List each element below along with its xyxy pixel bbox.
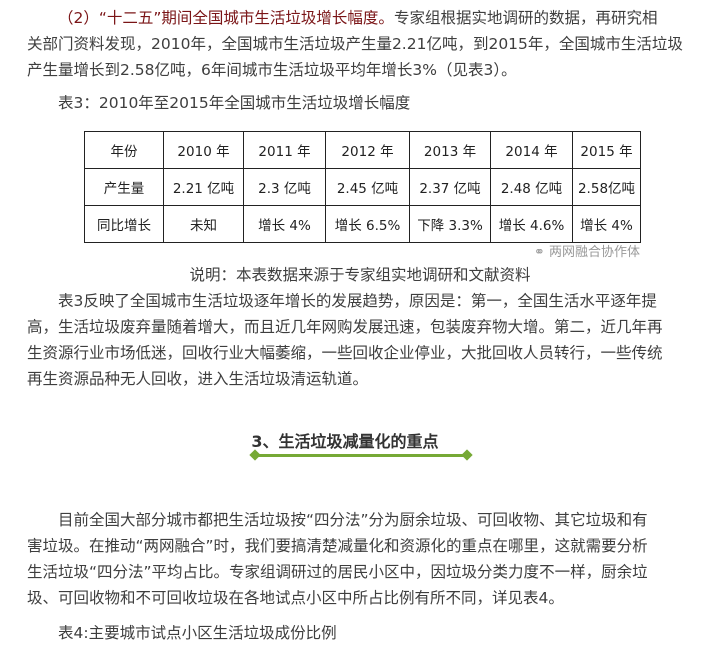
- paragraph-1: （2）“十二五”期间全国城市生活垃圾增长幅度。专家组根据实地调研的数据，再研究相…: [27, 5, 717, 83]
- table-cell: 2.48 亿吨: [490, 168, 573, 206]
- underline-dot-right: [461, 449, 473, 461]
- table-cell: 同比增长: [84, 205, 164, 243]
- table3-wrapper: 年份 2010 年 2011 年 2012 年 2013 年 2014 年 2015 年 产…: [84, 131, 720, 243]
- table-cell: 增长 4%: [572, 205, 641, 243]
- table-cell: 2.21 亿吨: [163, 168, 244, 206]
- table-cell: 2010 年: [163, 131, 244, 169]
- table-row: 年份 2010 年 2011 年 2012 年 2013 年 2014 年 2015 年: [84, 131, 641, 169]
- table-cell: 增长 6.5%: [325, 205, 410, 243]
- table-cell: 2.45 亿吨: [325, 168, 410, 206]
- table-cell: 年份: [84, 131, 164, 169]
- paragraph-line: 表3反映了全国城市生活垃圾逐年增长的发展趋势，原因是：第一，全国生活水平逐年提: [58, 292, 657, 310]
- paragraph-line: 目前全国大部分城市都把生活垃圾按“四分法”分为厨余垃圾、可回收物、其它垃圾和有: [58, 511, 648, 529]
- table-cell: 增长 4.6%: [490, 205, 573, 243]
- table4-caption: 表4:主要城市试点小区生活垃圾成份比例: [58, 620, 720, 646]
- table-cell: 2014 年: [490, 131, 573, 169]
- table3-note: 说明：本表数据来源于专家组实地调研和文献资料: [189, 266, 531, 284]
- paragraph-line: 害垃圾。在推动“两网融合”时，我们要搞清楚减量化和资源化的重点在哪里，这就需要分…: [27, 537, 648, 555]
- paragraph-line: 生活垃圾“四分法”平均占比。专家组调研过的居民小区中，因垃圾分类力度不一样，厨余…: [27, 563, 648, 581]
- table-row: 产生量 2.21 亿吨 2.3 亿吨 2.45 亿吨 2.37 亿吨 2.48 亿吨 2.5…: [84, 168, 641, 206]
- paragraph-line: 高，生活垃圾废弃量随着增大，而且近几年网购发展迅速，包装废弃物大增。第二，近几年…: [27, 318, 663, 336]
- paragraph-line: 再生资源品种无人回收，进入生活垃圾清运轨道。: [27, 370, 369, 388]
- watermark-text: 两网融合协作体: [548, 245, 640, 260]
- paragraph-line: 圾、可回收物和不可回收垃圾在各地试点小区中所占比例有所不同，详见表4。: [27, 589, 564, 607]
- table3: 年份 2010 年 2011 年 2012 年 2013 年 2014 年 2015 年 产…: [84, 131, 641, 243]
- paragraph-line: 关部门资料发现，2010年，全国城市生活垃圾产生量2.21亿吨，到2015年，全…: [27, 35, 683, 53]
- text: 专家组根据实地调研的数据，再研究相: [393, 9, 658, 27]
- paragraph-line: 产生量增长到2.58亿吨，6年间城市生活垃圾平均年增长3%（见表3）。: [27, 61, 517, 79]
- table-cell: 2.3 亿吨: [243, 168, 326, 206]
- paragraph-line: 生资源行业市场低迷，回收行业大幅萎缩，一些回收企业停业，大批回收人员转行，一些传…: [27, 344, 663, 362]
- section-heading: 3、生活垃圾减量化的重点: [251, 432, 439, 451]
- table-row: 同比增长 未知 增长 4% 增长 6.5% 下降 3.3% 增长 4.6% 增长 4%: [84, 205, 641, 243]
- section-subtitle: （2）“十二五”期间全国城市生活垃圾增长幅度。: [58, 9, 394, 27]
- table-cell: 2011 年: [243, 131, 326, 169]
- table-cell: 2013 年: [409, 131, 491, 169]
- table3-caption: 表3：2010年至2015年全国城市生活垃圾增长幅度: [58, 90, 720, 116]
- watermark: ⚭ 两网融合协作体: [0, 243, 640, 262]
- table-cell: 产生量: [84, 168, 164, 206]
- heading-underline: [255, 454, 465, 457]
- table-cell: 2.58亿吨: [572, 168, 641, 206]
- paragraph-2: 表3反映了全国城市生活垃圾逐年增长的发展趋势，原因是：第一，全国生活水平逐年提 …: [27, 288, 717, 392]
- paragraph-line: （2）“十二五”期间全国城市生活垃圾增长幅度。专家组根据实地调研的数据，再研究相: [27, 5, 717, 31]
- table-cell: 2012 年: [325, 131, 410, 169]
- caption-text: 表4:主要城市试点小区生活垃圾成份比例: [58, 624, 337, 642]
- section-heading-block: 3、生活垃圾减量化的重点: [0, 431, 720, 461]
- table-cell: 2015 年: [572, 131, 641, 169]
- table-cell: 增长 4%: [243, 205, 326, 243]
- table-cell: 2.37 亿吨: [409, 168, 491, 206]
- table-cell: 下降 3.3%: [409, 205, 491, 243]
- caption-text: 表3：2010年至2015年全国城市生活垃圾增长幅度: [58, 94, 411, 112]
- wechat-icon: ⚭: [533, 245, 549, 260]
- paragraph-3: 目前全国大部分城市都把生活垃圾按“四分法”分为厨余垃圾、可回收物、其它垃圾和有 …: [27, 507, 717, 611]
- table-cell: 未知: [163, 205, 244, 243]
